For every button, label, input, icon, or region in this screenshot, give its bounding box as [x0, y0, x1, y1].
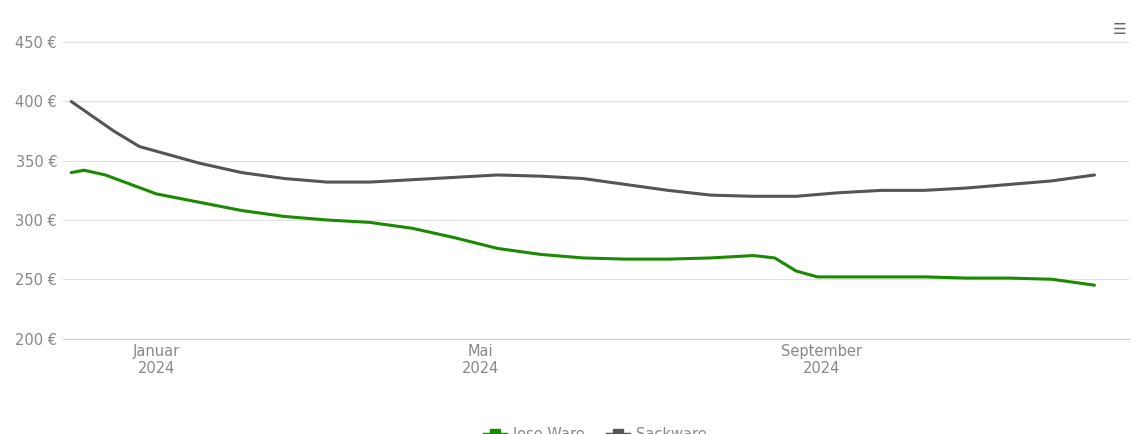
- Text: ☰: ☰: [1113, 22, 1126, 37]
- Legend: lose Ware, Sackware: lose Ware, Sackware: [479, 422, 712, 434]
